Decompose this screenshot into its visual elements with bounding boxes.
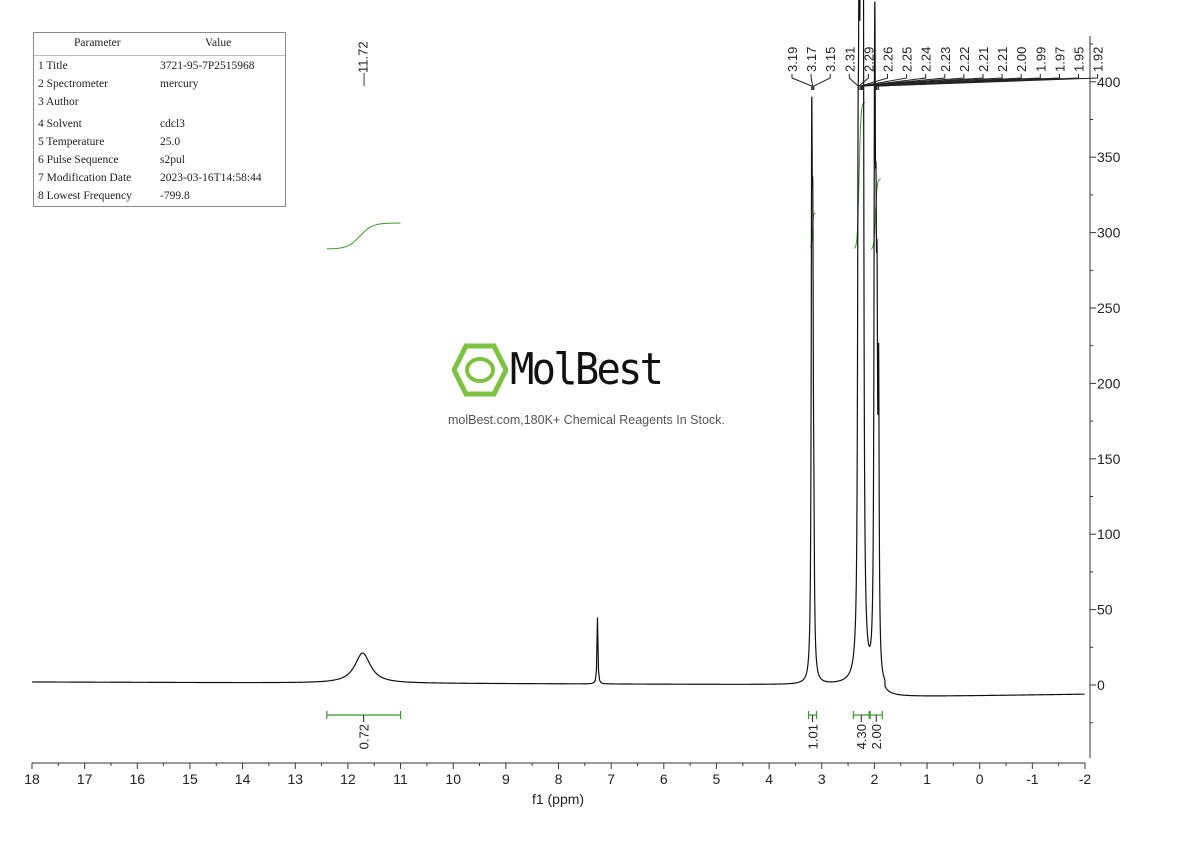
molbest-logo: MolBest bbox=[452, 342, 672, 398]
x-tick-label: 15 bbox=[182, 771, 198, 787]
y-tick-label: 400 bbox=[1097, 74, 1121, 90]
peak-label: 2.24 bbox=[919, 47, 934, 72]
x-tick-label: 5 bbox=[713, 771, 721, 787]
peak-label: 2.21 bbox=[995, 47, 1010, 72]
param-value: s2pul bbox=[160, 154, 185, 166]
x-tick-label: 16 bbox=[130, 771, 146, 787]
x-tick-label: 10 bbox=[445, 771, 461, 787]
peak-label: 1.99 bbox=[1033, 47, 1048, 72]
param-label: 1 Title bbox=[38, 60, 68, 72]
integral-value-label: 0.72 bbox=[357, 724, 372, 749]
y-tick-label: 0 bbox=[1097, 677, 1105, 693]
peak-label-leader bbox=[878, 74, 1099, 90]
value-header: Value bbox=[205, 37, 232, 49]
watermark-tagline: molBest.com,180K+ Chemical Reagents In S… bbox=[448, 413, 725, 427]
peak-label: 2.26 bbox=[881, 47, 896, 72]
param-value: 3721-95-7P2515968 bbox=[160, 60, 255, 72]
x-tick-label: 1 bbox=[923, 771, 931, 787]
peak-label: 2.29 bbox=[861, 47, 876, 72]
peak-label-leader bbox=[862, 74, 1003, 90]
param-value: cdcl3 bbox=[160, 118, 185, 130]
x-tick-label: -1 bbox=[1026, 771, 1039, 787]
y-tick-label: 300 bbox=[1097, 225, 1121, 241]
y-tick-label: 350 bbox=[1097, 149, 1121, 165]
peak-label-leader bbox=[848, 74, 859, 90]
param-label: 8 Lowest Frequency bbox=[38, 190, 132, 202]
peak-label: 2.31 bbox=[842, 47, 857, 72]
x-tick-label: 12 bbox=[340, 771, 356, 787]
integral-value-label: 4.30 bbox=[854, 724, 869, 749]
x-tick-label: 18 bbox=[24, 771, 40, 787]
peak-label: 1.92 bbox=[1091, 47, 1106, 72]
y-tick-label: 100 bbox=[1097, 526, 1121, 542]
x-axis-label: f1 (ppm) bbox=[532, 791, 584, 807]
peak-label-leader bbox=[858, 74, 869, 90]
parameter-table: Parameter Value 1 Title 3721-95-7P251596… bbox=[33, 32, 286, 207]
param-value: mercury bbox=[160, 78, 199, 90]
x-tick-label: 4 bbox=[765, 771, 773, 787]
peak-label: 3.17 bbox=[804, 47, 819, 72]
peak-label: 2.23 bbox=[938, 47, 953, 72]
x-tick-label: 8 bbox=[555, 771, 563, 787]
chart-axes: 18 17 16 15 14 13 12 11 10 9 8 7 6 5 4 3 2 1 0 -1 -2f1 (ppm)… bbox=[24, 36, 1121, 807]
peak-label: 2.22 bbox=[957, 47, 972, 72]
x-tick-label: -2 bbox=[1079, 771, 1092, 787]
param-label: 3 Author bbox=[38, 96, 79, 108]
integral-brackets: 0.72 1.01 4.30 2.00 bbox=[326, 711, 884, 749]
x-tick-label: 6 bbox=[660, 771, 668, 787]
peak-label-leader bbox=[860, 74, 908, 90]
peak-label: 2.21 bbox=[976, 47, 991, 72]
param-value: 2023-03-16T14:58:44 bbox=[160, 172, 262, 184]
x-tick-label: 2 bbox=[871, 771, 879, 787]
spectrum-line bbox=[32, 0, 1085, 697]
peak-labels: 3.19 3.17 3.15 2.31 2.29 2.26 2.25 2.24 2.23 2.22… bbox=[356, 41, 1106, 90]
y-tick-label: 250 bbox=[1097, 300, 1121, 316]
isolated-peak-label: —11.72 bbox=[356, 41, 371, 86]
param-label: 4 Solvent bbox=[38, 118, 82, 130]
y-tick-label: 150 bbox=[1097, 451, 1121, 467]
integral-curve bbox=[326, 222, 401, 250]
peak-label-leader bbox=[813, 74, 831, 90]
x-tick-label: 14 bbox=[235, 771, 251, 787]
x-tick-label: 9 bbox=[502, 771, 510, 787]
param-value: -799.8 bbox=[160, 190, 190, 202]
param-label: 7 Modification Date bbox=[38, 172, 132, 184]
peak-label: 3.15 bbox=[823, 47, 838, 72]
table-divider bbox=[34, 55, 285, 56]
param-label: 6 Pulse Sequence bbox=[38, 154, 119, 166]
x-tick-label: 17 bbox=[77, 771, 93, 787]
x-tick-label: 3 bbox=[818, 771, 826, 787]
x-tick-label: 13 bbox=[287, 771, 303, 787]
peak-label: 2.00 bbox=[1014, 47, 1029, 72]
param-label: 5 Temperature bbox=[38, 136, 105, 148]
integral-curves bbox=[326, 101, 881, 250]
parameter-header: Parameter bbox=[74, 37, 121, 49]
param-label: 2 Spectrometer bbox=[38, 78, 108, 90]
brand-name: MolBest bbox=[510, 344, 664, 395]
peak-label: 2.25 bbox=[900, 47, 915, 72]
y-tick-label: 50 bbox=[1097, 602, 1113, 618]
x-tick-label: 7 bbox=[607, 771, 615, 787]
y-tick-label: 200 bbox=[1097, 375, 1121, 391]
benzene-icon bbox=[452, 343, 508, 397]
peak-label-leader bbox=[791, 74, 813, 90]
peak-label: 1.95 bbox=[1072, 47, 1087, 72]
spectrum-trace bbox=[32, 0, 1085, 697]
integral-value-label: 2.00 bbox=[869, 724, 884, 749]
peak-label: 1.97 bbox=[1052, 47, 1067, 72]
param-value: 25.0 bbox=[160, 136, 181, 148]
integral-value-label: 1.01 bbox=[806, 724, 821, 749]
peak-label: 3.19 bbox=[785, 47, 800, 72]
x-tick-label: 0 bbox=[976, 771, 984, 787]
peak-label-leader bbox=[810, 74, 814, 90]
x-tick-label: 11 bbox=[393, 771, 408, 787]
